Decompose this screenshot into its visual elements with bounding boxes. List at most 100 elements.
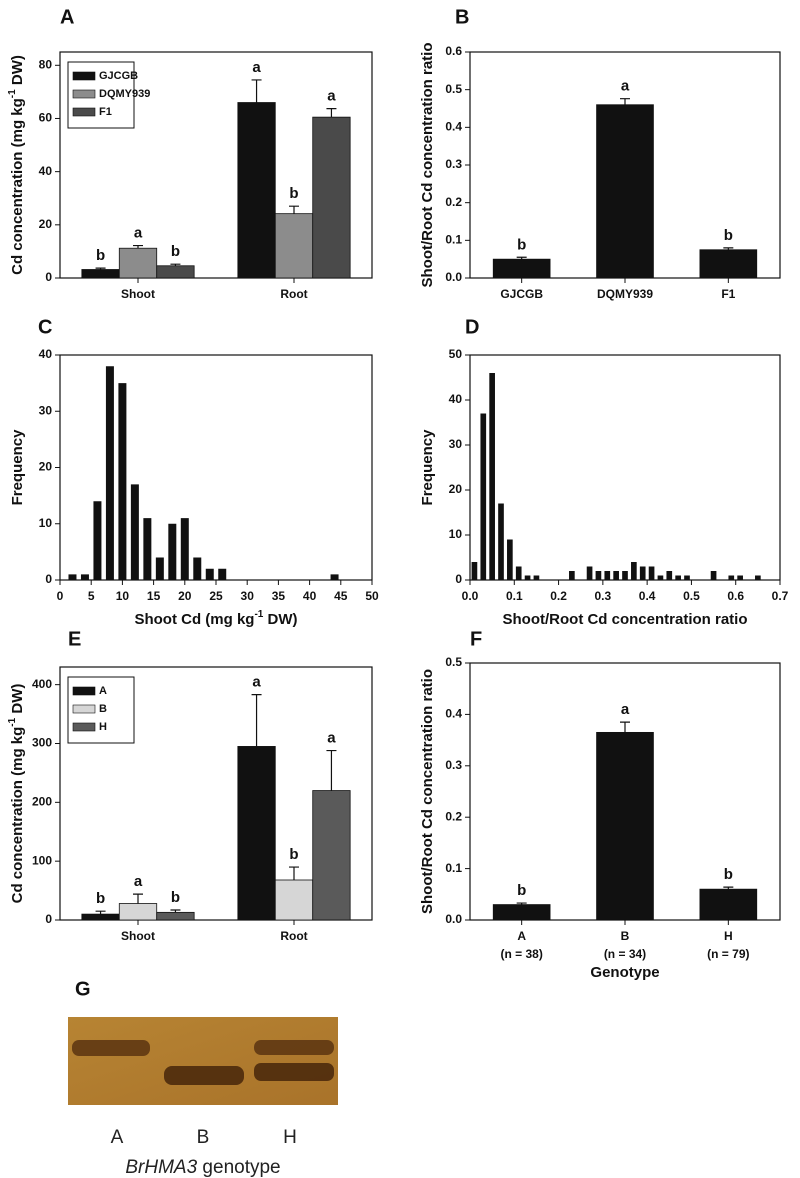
bar [274,213,314,279]
histogram-bar [631,562,637,580]
x-tick-label: 0 [57,589,64,603]
bar [237,746,276,921]
x-tick-label: GJCGB [500,287,543,301]
x-tick-label: Shoot [121,929,155,943]
x-tick-label: Root [280,929,307,943]
y-tick-label: 0.2 [445,809,462,823]
plot-frame [59,666,373,921]
error-bar [170,909,181,913]
lane-label: B [197,1127,210,1148]
y-tick-label: 10 [39,516,53,530]
bar [312,790,351,921]
histogram-bar [710,571,717,580]
histogram-bar [604,571,611,580]
sample-size: (n = 38) [500,947,542,961]
x-tick-label: 0.6 [727,589,744,603]
significance-letter: b [724,866,733,883]
panel-letter: F [470,628,482,650]
histogram-bar [143,518,152,580]
histogram-bar [755,575,761,580]
superscript: -1 [7,717,18,726]
x-tick-label: 5 [88,589,95,603]
superscript: -1 [7,89,18,98]
x-tick-label: A [517,929,526,943]
significance-letter: a [134,225,143,242]
sample-size: (n = 79) [707,947,749,961]
gene-name: BrHMA3 [125,1157,197,1178]
histogram-bar [80,574,89,580]
histogram-bar [168,523,177,580]
significance-letter: a [252,674,261,691]
panel-letter: A [60,6,74,28]
caption: genotype [197,1157,280,1178]
significance-letter: a [134,873,143,890]
error-bar [723,886,734,890]
error-bar [516,256,527,260]
histogram-bar [515,566,522,580]
bar [118,903,158,921]
y-tick-label: 0.5 [445,82,462,96]
histogram-bar [569,571,575,580]
significance-letter: a [621,701,630,718]
y-tick-label: 0 [45,912,52,926]
error-bar [133,244,143,249]
bar [81,913,120,921]
legend-label: F1 [99,106,112,118]
plot-frame [469,354,781,581]
y-axis-label: Frequency [9,429,26,506]
x-tick-label: 0.1 [506,589,523,603]
histogram-bar [622,571,628,580]
y-axis-label: Frequency [419,429,436,506]
y-tick-label: 0.4 [445,707,462,721]
x-tick-label: H [724,929,733,943]
significance-letter: b [171,243,180,260]
panel-letter: D [465,316,479,338]
y-tick-label: 0.5 [445,655,462,669]
gel-image [68,1017,338,1105]
histogram-bar [657,575,664,580]
x-tick-label: 15 [147,589,161,603]
histogram-bar [498,503,504,580]
bar [156,265,195,279]
x-tick-label: 0.2 [550,589,567,603]
y-axis-label: Shoot/Root Cd concentration ratio [419,669,436,914]
histogram-bar [105,366,114,580]
label-part: DW) [263,611,297,628]
significance-letter: a [621,78,630,95]
histogram-bar [193,557,202,580]
x-tick-label: Root [280,287,307,301]
x-tick-label: 35 [272,589,286,603]
x-tick-label: F1 [721,287,735,301]
histogram-bar [218,568,227,580]
histogram-bar [675,575,681,580]
legend-swatch [72,107,96,117]
histogram-bar [684,575,690,580]
histogram-bar [489,373,495,580]
significance-letter: b [96,890,105,907]
y-tick-label: 0.0 [445,270,462,284]
bar [118,247,158,279]
x-tick-label: 0.0 [462,589,479,603]
error-bar [289,866,299,880]
histogram-bar [155,557,164,580]
y-tick-label: 0.4 [445,120,462,134]
significance-letter: b [517,882,526,899]
label-part: Cd concentration (mg kg [9,727,26,904]
x-tick-label: Shoot [121,287,155,301]
panel-letter: E [68,628,81,650]
panel-letter: G [75,978,91,1000]
y-tick-label: 20 [39,460,53,474]
lane-label: H [283,1127,297,1148]
label-part: Shoot Cd (mg kg [134,611,254,628]
x-tick-label: 40 [303,589,317,603]
error-bar [133,893,143,904]
error-bar [289,205,299,214]
y-tick-label: 0 [45,270,52,284]
y-tick-label: 40 [449,392,463,406]
legend-label: B [99,703,107,715]
x-tick-label: 0.3 [595,589,612,603]
error-bar [95,267,106,270]
y-tick-label: 300 [32,736,52,750]
y-tick-label: 0.6 [445,44,462,58]
